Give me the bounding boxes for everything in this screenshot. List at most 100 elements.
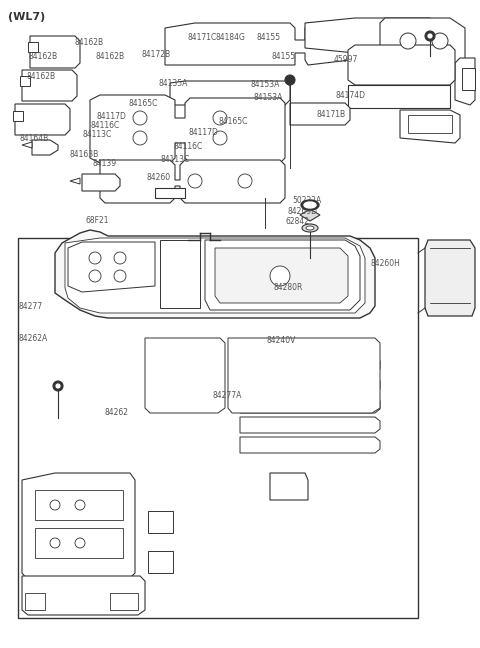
Circle shape: [425, 31, 435, 41]
Text: 84162B: 84162B: [74, 38, 104, 47]
Polygon shape: [240, 397, 380, 413]
Text: 84135A: 84135A: [158, 79, 188, 88]
Polygon shape: [455, 58, 475, 105]
Text: 84262: 84262: [105, 408, 129, 417]
Polygon shape: [145, 338, 225, 413]
Bar: [18, 238, 418, 618]
Polygon shape: [240, 417, 380, 433]
Polygon shape: [270, 473, 308, 500]
Circle shape: [50, 538, 60, 548]
Text: 84162B: 84162B: [26, 72, 56, 81]
Text: 84174D: 84174D: [336, 91, 366, 100]
Text: 84116C: 84116C: [90, 121, 120, 130]
Circle shape: [133, 111, 147, 125]
Polygon shape: [110, 593, 138, 610]
Text: 84260: 84260: [146, 173, 170, 182]
Text: 84184G: 84184G: [216, 33, 246, 42]
Polygon shape: [100, 160, 285, 203]
Polygon shape: [20, 76, 30, 86]
Polygon shape: [205, 240, 360, 310]
Polygon shape: [300, 209, 320, 221]
Text: 84117D: 84117D: [97, 112, 127, 121]
Ellipse shape: [301, 200, 319, 210]
Text: 84262A: 84262A: [18, 334, 48, 343]
Polygon shape: [13, 111, 23, 121]
Text: 84171B: 84171B: [317, 110, 346, 119]
Circle shape: [89, 252, 101, 264]
Circle shape: [270, 266, 290, 286]
Polygon shape: [290, 103, 350, 125]
Text: 45997: 45997: [334, 55, 358, 64]
Text: 84116C: 84116C: [174, 142, 203, 151]
Polygon shape: [15, 104, 70, 135]
Circle shape: [400, 33, 416, 49]
Polygon shape: [305, 18, 435, 53]
Text: 84280R: 84280R: [274, 283, 303, 292]
Polygon shape: [228, 338, 380, 413]
Polygon shape: [380, 18, 465, 68]
Polygon shape: [240, 377, 380, 393]
Polygon shape: [348, 85, 450, 108]
Text: 84172B: 84172B: [142, 50, 171, 59]
Polygon shape: [28, 42, 38, 52]
Polygon shape: [425, 240, 475, 316]
Polygon shape: [22, 70, 77, 101]
Polygon shape: [408, 115, 452, 133]
Text: 84171C: 84171C: [187, 33, 216, 42]
Text: 84163B: 84163B: [70, 150, 99, 159]
Text: 84240V: 84240V: [267, 336, 296, 345]
Circle shape: [213, 111, 227, 125]
Circle shape: [238, 174, 252, 188]
Text: 68F21: 68F21: [85, 216, 109, 225]
Circle shape: [213, 131, 227, 145]
Polygon shape: [68, 242, 155, 292]
Polygon shape: [170, 81, 290, 105]
Text: 84153A: 84153A: [251, 80, 280, 89]
Text: 84117D: 84117D: [188, 128, 218, 137]
Polygon shape: [240, 357, 380, 373]
Polygon shape: [462, 68, 475, 90]
Ellipse shape: [304, 202, 316, 208]
Polygon shape: [165, 23, 350, 65]
Polygon shape: [22, 576, 145, 615]
Text: 84277A: 84277A: [212, 391, 241, 400]
Polygon shape: [348, 45, 455, 85]
Circle shape: [75, 538, 85, 548]
Polygon shape: [400, 110, 460, 143]
Circle shape: [114, 270, 126, 282]
Text: 84165C: 84165C: [129, 99, 158, 108]
Circle shape: [133, 131, 147, 145]
Text: 62842: 62842: [285, 217, 309, 226]
Circle shape: [50, 500, 60, 510]
Polygon shape: [90, 95, 285, 163]
Circle shape: [89, 270, 101, 282]
Text: 50222A: 50222A: [293, 196, 322, 205]
Text: 84153A: 84153A: [253, 93, 283, 102]
Circle shape: [285, 75, 295, 85]
Polygon shape: [215, 248, 348, 303]
Ellipse shape: [306, 226, 314, 230]
Polygon shape: [22, 142, 32, 148]
Polygon shape: [55, 230, 375, 318]
Polygon shape: [82, 174, 120, 191]
Text: 84162B: 84162B: [29, 52, 58, 61]
Polygon shape: [70, 178, 80, 184]
Text: 84113C: 84113C: [160, 155, 190, 164]
Bar: [148, 551, 173, 573]
Bar: [35, 490, 123, 520]
Text: 84260H: 84260H: [371, 259, 400, 268]
Circle shape: [432, 33, 448, 49]
Circle shape: [427, 33, 433, 39]
Polygon shape: [25, 593, 45, 610]
Text: 84164B: 84164B: [19, 134, 48, 143]
Text: 84155: 84155: [257, 33, 281, 42]
Ellipse shape: [302, 224, 318, 232]
Bar: [35, 528, 123, 558]
Polygon shape: [240, 437, 380, 453]
Text: 84162B: 84162B: [96, 52, 125, 61]
Circle shape: [114, 252, 126, 264]
Polygon shape: [30, 36, 80, 68]
Polygon shape: [65, 238, 365, 313]
Text: 84113C: 84113C: [83, 130, 112, 139]
Polygon shape: [155, 188, 185, 198]
